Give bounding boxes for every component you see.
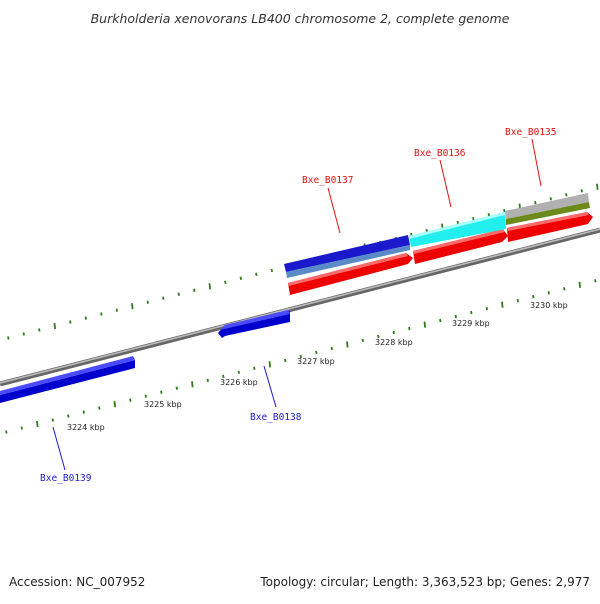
minor-tick — [253, 366, 256, 370]
minor-tick — [129, 398, 132, 402]
minor-tick — [7, 336, 10, 340]
minor-tick — [160, 390, 163, 394]
accession-text: Accession: NC_007952 — [9, 575, 145, 589]
genome-stats-text: Topology: circular; Length: 3,363,523 bp… — [259, 575, 590, 589]
minor-tick — [67, 414, 70, 418]
minor-tick — [456, 220, 459, 225]
minor-tick — [485, 307, 488, 311]
minor-tick — [565, 193, 568, 197]
minor-tick — [284, 358, 287, 363]
kbp-label-3225: 3225 kbp — [144, 400, 182, 409]
major-tick — [423, 321, 426, 328]
minor-tick — [162, 296, 165, 300]
minor-tick — [408, 326, 411, 331]
major-tick — [501, 301, 504, 308]
minor-tick — [5, 430, 8, 434]
gene-bxe-b0135[interactable] — [505, 193, 590, 225]
minor-tick — [270, 268, 273, 273]
chromosome-backbone — [0, 227, 600, 387]
kbp-label-3227: 3227 kbp — [297, 357, 335, 366]
gene-bxe-b0139[interactable] — [0, 356, 135, 403]
minor-tick — [193, 288, 196, 292]
minor-tick — [51, 418, 54, 422]
minor-tick — [563, 287, 566, 291]
cds-bxe-b0137[interactable] — [288, 253, 413, 295]
cds-bxe-b0136[interactable] — [413, 229, 508, 264]
minor-tick — [206, 378, 209, 382]
minor-tick — [237, 370, 240, 374]
minor-tick — [22, 332, 25, 336]
kbp-label-3226: 3226 kbp — [220, 378, 258, 387]
minor-tick — [534, 201, 537, 205]
kbp-label-3230: 3230 kbp — [530, 301, 568, 310]
minor-tick — [580, 189, 583, 193]
gene-bxe-b0137[interactable] — [284, 235, 410, 278]
major-tick — [578, 281, 581, 288]
major-tick — [53, 323, 56, 330]
gene-label-bxe-b0136[interactable]: Bxe_B0136 — [414, 148, 466, 159]
minor-tick — [20, 426, 23, 430]
minor-tick — [487, 213, 490, 217]
gene-bxe-b0136[interactable] — [409, 212, 506, 247]
gene-label-bxe-b0135[interactable]: Bxe_B0135 — [505, 127, 556, 138]
minor-tick — [84, 316, 87, 320]
minor-tick — [532, 295, 535, 299]
minor-tick — [239, 276, 242, 280]
minor-tick — [299, 354, 302, 359]
minor-tick — [594, 279, 597, 283]
minor-tick — [146, 300, 149, 304]
minor-tick — [98, 406, 101, 410]
kbp-label-3229: 3229 kbp — [452, 319, 490, 328]
kbp-label-3228: 3228 kbp — [375, 338, 413, 347]
gene-label-bxe-b0137[interactable]: Bxe_B0137 — [302, 175, 353, 186]
minor-tick — [470, 310, 473, 315]
major-tick — [131, 303, 134, 310]
minor-tick — [115, 308, 118, 312]
minor-tick — [503, 209, 506, 213]
kbp-label-3224: 3224 kbp — [67, 423, 105, 432]
minor-tick — [547, 291, 550, 295]
minor-tick — [177, 292, 180, 296]
minor-tick — [38, 328, 41, 332]
gene-label-bxe-b0138[interactable]: Bxe_B0138 — [250, 412, 302, 423]
minor-tick — [69, 320, 72, 324]
cds-bxe-b0135[interactable] — [507, 212, 593, 242]
gene-label-bxe-b0139[interactable]: Bxe_B0139 — [40, 473, 92, 484]
minor-tick — [439, 318, 442, 323]
cds-row-forward — [288, 212, 593, 295]
minor-tick — [516, 299, 519, 303]
minor-tick — [392, 330, 395, 335]
minor-tick — [255, 272, 258, 276]
major-tick — [208, 283, 211, 290]
minor-tick — [100, 312, 103, 316]
gene-bxe-b0138[interactable] — [218, 310, 290, 338]
callout-lines — [52, 138, 542, 471]
minor-tick — [144, 394, 147, 398]
minor-tick — [549, 197, 552, 201]
tick-row-inner — [5, 279, 597, 434]
major-tick — [36, 420, 39, 428]
minor-tick — [224, 280, 227, 284]
minor-tick — [82, 410, 85, 414]
major-tick — [268, 361, 271, 368]
minor-tick — [361, 338, 364, 343]
minor-tick — [175, 386, 178, 390]
minor-tick — [315, 350, 318, 355]
minor-tick — [472, 217, 475, 221]
minor-tick — [222, 374, 225, 378]
major-tick — [191, 381, 194, 388]
major-tick — [113, 401, 116, 408]
gene-row-forward — [284, 193, 590, 278]
map-title: Burkholderia xenovorans LB400 chromosome… — [91, 11, 510, 26]
minor-tick — [330, 346, 333, 351]
major-tick — [346, 341, 349, 348]
minor-tick — [454, 314, 457, 319]
major-tick — [596, 183, 599, 190]
minor-tick — [377, 334, 380, 339]
